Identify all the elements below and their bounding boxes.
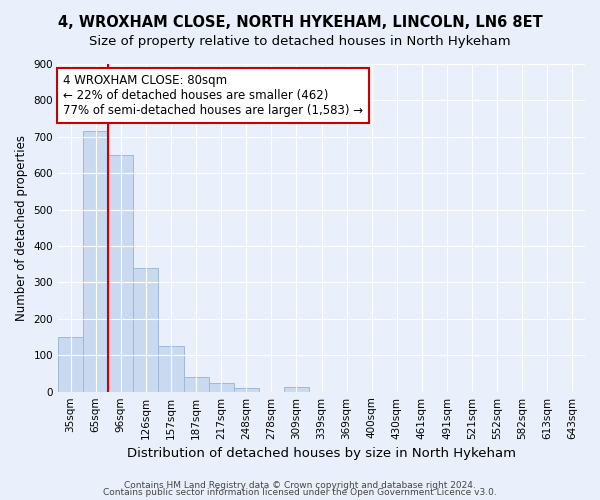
- Bar: [133, 268, 158, 392]
- Text: 4, WROXHAM CLOSE, NORTH HYKEHAM, LINCOLN, LN6 8ET: 4, WROXHAM CLOSE, NORTH HYKEHAM, LINCOLN…: [58, 15, 542, 30]
- Bar: [284, 388, 309, 392]
- Bar: [233, 388, 259, 392]
- Text: Contains HM Land Registry data © Crown copyright and database right 2024.: Contains HM Land Registry data © Crown c…: [124, 480, 476, 490]
- Bar: [209, 382, 233, 392]
- Bar: [108, 155, 133, 392]
- X-axis label: Distribution of detached houses by size in North Hykeham: Distribution of detached houses by size …: [127, 447, 516, 460]
- Bar: [184, 377, 209, 392]
- Bar: [83, 132, 108, 392]
- Text: Size of property relative to detached houses in North Hykeham: Size of property relative to detached ho…: [89, 35, 511, 48]
- Text: Contains public sector information licensed under the Open Government Licence v3: Contains public sector information licen…: [103, 488, 497, 497]
- Y-axis label: Number of detached properties: Number of detached properties: [15, 135, 28, 321]
- Bar: [158, 346, 184, 392]
- Text: 4 WROXHAM CLOSE: 80sqm
← 22% of detached houses are smaller (462)
77% of semi-de: 4 WROXHAM CLOSE: 80sqm ← 22% of detached…: [64, 74, 364, 117]
- Bar: [58, 337, 83, 392]
